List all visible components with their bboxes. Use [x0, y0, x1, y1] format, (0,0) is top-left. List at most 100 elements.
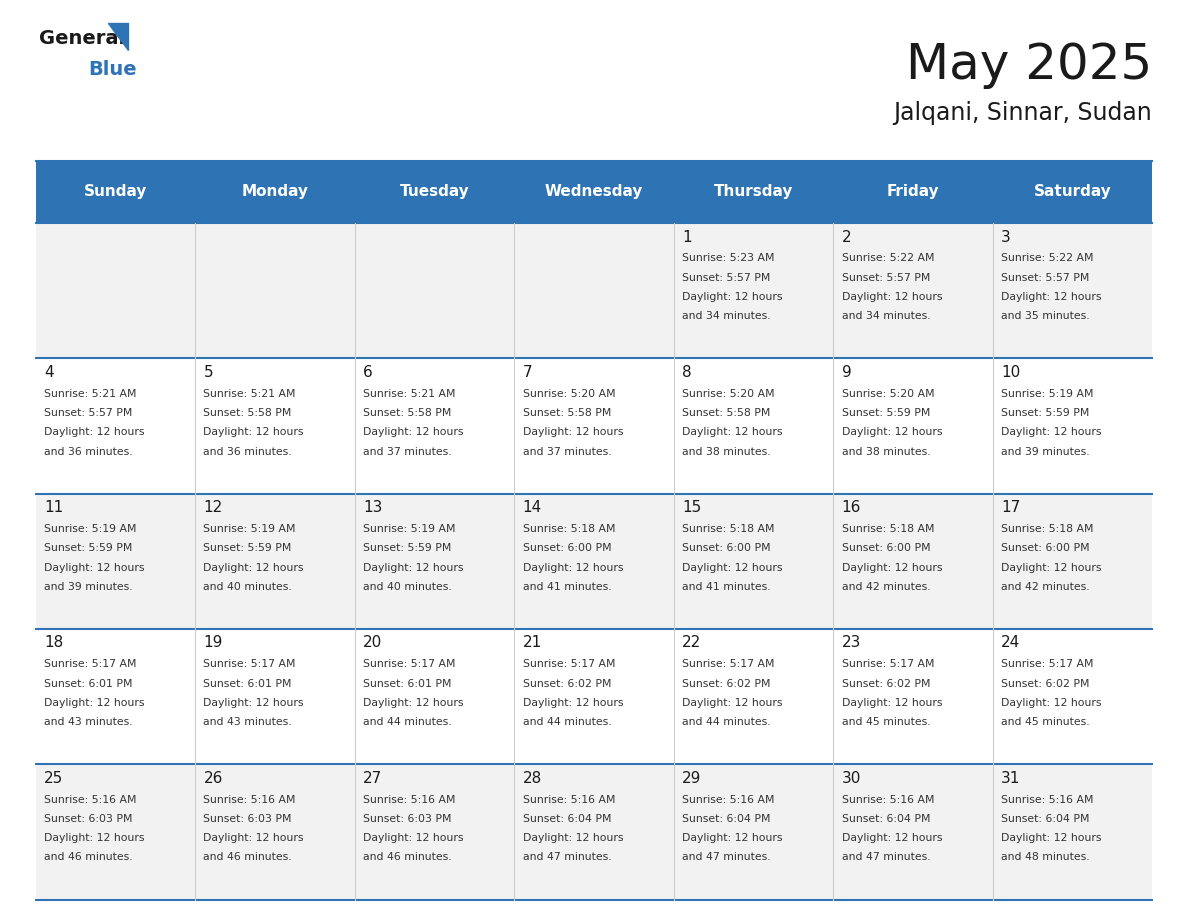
Text: Daylight: 12 hours: Daylight: 12 hours [682, 563, 783, 573]
Text: Sunrise: 5:17 AM: Sunrise: 5:17 AM [523, 659, 615, 669]
Text: 12: 12 [203, 500, 222, 515]
Text: Sunrise: 5:22 AM: Sunrise: 5:22 AM [841, 253, 934, 263]
Text: 4: 4 [44, 364, 53, 380]
Text: and 40 minutes.: and 40 minutes. [364, 582, 451, 592]
Text: Daylight: 12 hours: Daylight: 12 hours [682, 292, 783, 302]
Text: Sunset: 6:02 PM: Sunset: 6:02 PM [1001, 678, 1089, 688]
Text: 16: 16 [841, 500, 861, 515]
Text: and 45 minutes.: and 45 minutes. [841, 717, 930, 727]
Text: and 35 minutes.: and 35 minutes. [1001, 311, 1089, 321]
Text: Sunrise: 5:16 AM: Sunrise: 5:16 AM [203, 795, 296, 804]
Text: General: General [39, 29, 125, 49]
Text: Daylight: 12 hours: Daylight: 12 hours [203, 563, 304, 573]
Text: and 43 minutes.: and 43 minutes. [203, 717, 292, 727]
Bar [36, 161, 195, 223]
Text: Sunrise: 5:20 AM: Sunrise: 5:20 AM [841, 388, 934, 398]
Text: 9: 9 [841, 364, 852, 380]
Text: Sunset: 6:03 PM: Sunset: 6:03 PM [203, 814, 292, 823]
Text: Daylight: 12 hours: Daylight: 12 hours [203, 698, 304, 708]
Text: Sunset: 6:01 PM: Sunset: 6:01 PM [364, 678, 451, 688]
Text: Saturday: Saturday [1034, 185, 1112, 199]
Text: Sunrise: 5:17 AM: Sunrise: 5:17 AM [1001, 659, 1094, 669]
Text: and 47 minutes.: and 47 minutes. [682, 853, 771, 862]
Text: Sunrise: 5:17 AM: Sunrise: 5:17 AM [841, 659, 934, 669]
Text: 6: 6 [364, 364, 373, 380]
Text: Daylight: 12 hours: Daylight: 12 hours [44, 698, 145, 708]
Text: 25: 25 [44, 771, 63, 786]
Bar [36, 358, 1152, 494]
Text: Daylight: 12 hours: Daylight: 12 hours [364, 834, 463, 843]
Text: Sunset: 5:57 PM: Sunset: 5:57 PM [841, 273, 930, 283]
Text: Sunset: 5:59 PM: Sunset: 5:59 PM [44, 543, 132, 554]
Text: and 39 minutes.: and 39 minutes. [1001, 446, 1089, 456]
Text: 28: 28 [523, 771, 542, 786]
Text: Sunset: 5:57 PM: Sunset: 5:57 PM [44, 408, 132, 418]
Text: Daylight: 12 hours: Daylight: 12 hours [44, 563, 145, 573]
Text: Daylight: 12 hours: Daylight: 12 hours [682, 427, 783, 437]
Text: Daylight: 12 hours: Daylight: 12 hours [841, 834, 942, 843]
Text: Sunrise: 5:18 AM: Sunrise: 5:18 AM [682, 524, 775, 534]
Bar [36, 765, 1152, 900]
Text: Sunset: 5:57 PM: Sunset: 5:57 PM [1001, 273, 1089, 283]
Text: Sunrise: 5:19 AM: Sunrise: 5:19 AM [364, 524, 455, 534]
Text: Sunset: 5:58 PM: Sunset: 5:58 PM [682, 408, 771, 418]
Text: Sunrise: 5:20 AM: Sunrise: 5:20 AM [682, 388, 775, 398]
Text: Daylight: 12 hours: Daylight: 12 hours [523, 427, 623, 437]
Text: and 44 minutes.: and 44 minutes. [682, 717, 771, 727]
Text: Sunrise: 5:16 AM: Sunrise: 5:16 AM [682, 795, 775, 804]
Text: Sunset: 6:04 PM: Sunset: 6:04 PM [523, 814, 611, 823]
Text: Tuesday: Tuesday [399, 185, 469, 199]
Text: and 36 minutes.: and 36 minutes. [44, 446, 133, 456]
Text: Sunrise: 5:16 AM: Sunrise: 5:16 AM [1001, 795, 1094, 804]
Bar [355, 161, 514, 223]
Bar [833, 161, 993, 223]
Text: 17: 17 [1001, 500, 1020, 515]
Text: 7: 7 [523, 364, 532, 380]
Text: 20: 20 [364, 635, 383, 651]
Text: 15: 15 [682, 500, 701, 515]
Bar [195, 161, 355, 223]
Text: 19: 19 [203, 635, 223, 651]
Text: and 37 minutes.: and 37 minutes. [523, 446, 611, 456]
Text: 5: 5 [203, 364, 213, 380]
Bar [36, 629, 1152, 765]
Text: Sunrise: 5:21 AM: Sunrise: 5:21 AM [364, 388, 455, 398]
Text: and 43 minutes.: and 43 minutes. [44, 717, 133, 727]
Text: and 39 minutes.: and 39 minutes. [44, 582, 133, 592]
Text: Sunset: 6:00 PM: Sunset: 6:00 PM [1001, 543, 1089, 554]
Text: Daylight: 12 hours: Daylight: 12 hours [1001, 427, 1101, 437]
Text: 3: 3 [1001, 230, 1011, 244]
Text: 2: 2 [841, 230, 852, 244]
Text: Daylight: 12 hours: Daylight: 12 hours [523, 563, 623, 573]
Text: Sunrise: 5:17 AM: Sunrise: 5:17 AM [203, 659, 296, 669]
Text: 14: 14 [523, 500, 542, 515]
Text: Sunrise: 5:18 AM: Sunrise: 5:18 AM [1001, 524, 1094, 534]
Text: Sunset: 5:59 PM: Sunset: 5:59 PM [364, 543, 451, 554]
Bar [674, 161, 833, 223]
Text: and 34 minutes.: and 34 minutes. [682, 311, 771, 321]
Text: and 40 minutes.: and 40 minutes. [203, 582, 292, 592]
Text: Daylight: 12 hours: Daylight: 12 hours [523, 698, 623, 708]
Text: Daylight: 12 hours: Daylight: 12 hours [841, 292, 942, 302]
Text: Sunrise: 5:17 AM: Sunrise: 5:17 AM [682, 659, 775, 669]
Text: and 45 minutes.: and 45 minutes. [1001, 717, 1089, 727]
Text: Daylight: 12 hours: Daylight: 12 hours [1001, 698, 1101, 708]
Text: Daylight: 12 hours: Daylight: 12 hours [203, 427, 304, 437]
Text: Daylight: 12 hours: Daylight: 12 hours [44, 427, 145, 437]
Text: Daylight: 12 hours: Daylight: 12 hours [203, 834, 304, 843]
Text: Sunrise: 5:19 AM: Sunrise: 5:19 AM [203, 524, 296, 534]
Text: Daylight: 12 hours: Daylight: 12 hours [841, 563, 942, 573]
Text: 13: 13 [364, 500, 383, 515]
Text: Sunset: 5:59 PM: Sunset: 5:59 PM [841, 408, 930, 418]
Text: Sunrise: 5:16 AM: Sunrise: 5:16 AM [364, 795, 455, 804]
Text: 23: 23 [841, 635, 861, 651]
Text: Sunrise: 5:23 AM: Sunrise: 5:23 AM [682, 253, 775, 263]
Text: Sunset: 6:00 PM: Sunset: 6:00 PM [682, 543, 771, 554]
Text: and 46 minutes.: and 46 minutes. [44, 853, 133, 862]
Text: 29: 29 [682, 771, 701, 786]
Text: 8: 8 [682, 364, 691, 380]
Text: and 46 minutes.: and 46 minutes. [203, 853, 292, 862]
Text: Sunset: 5:58 PM: Sunset: 5:58 PM [203, 408, 292, 418]
Text: Sunset: 5:57 PM: Sunset: 5:57 PM [682, 273, 771, 283]
Text: Sunrise: 5:21 AM: Sunrise: 5:21 AM [44, 388, 137, 398]
